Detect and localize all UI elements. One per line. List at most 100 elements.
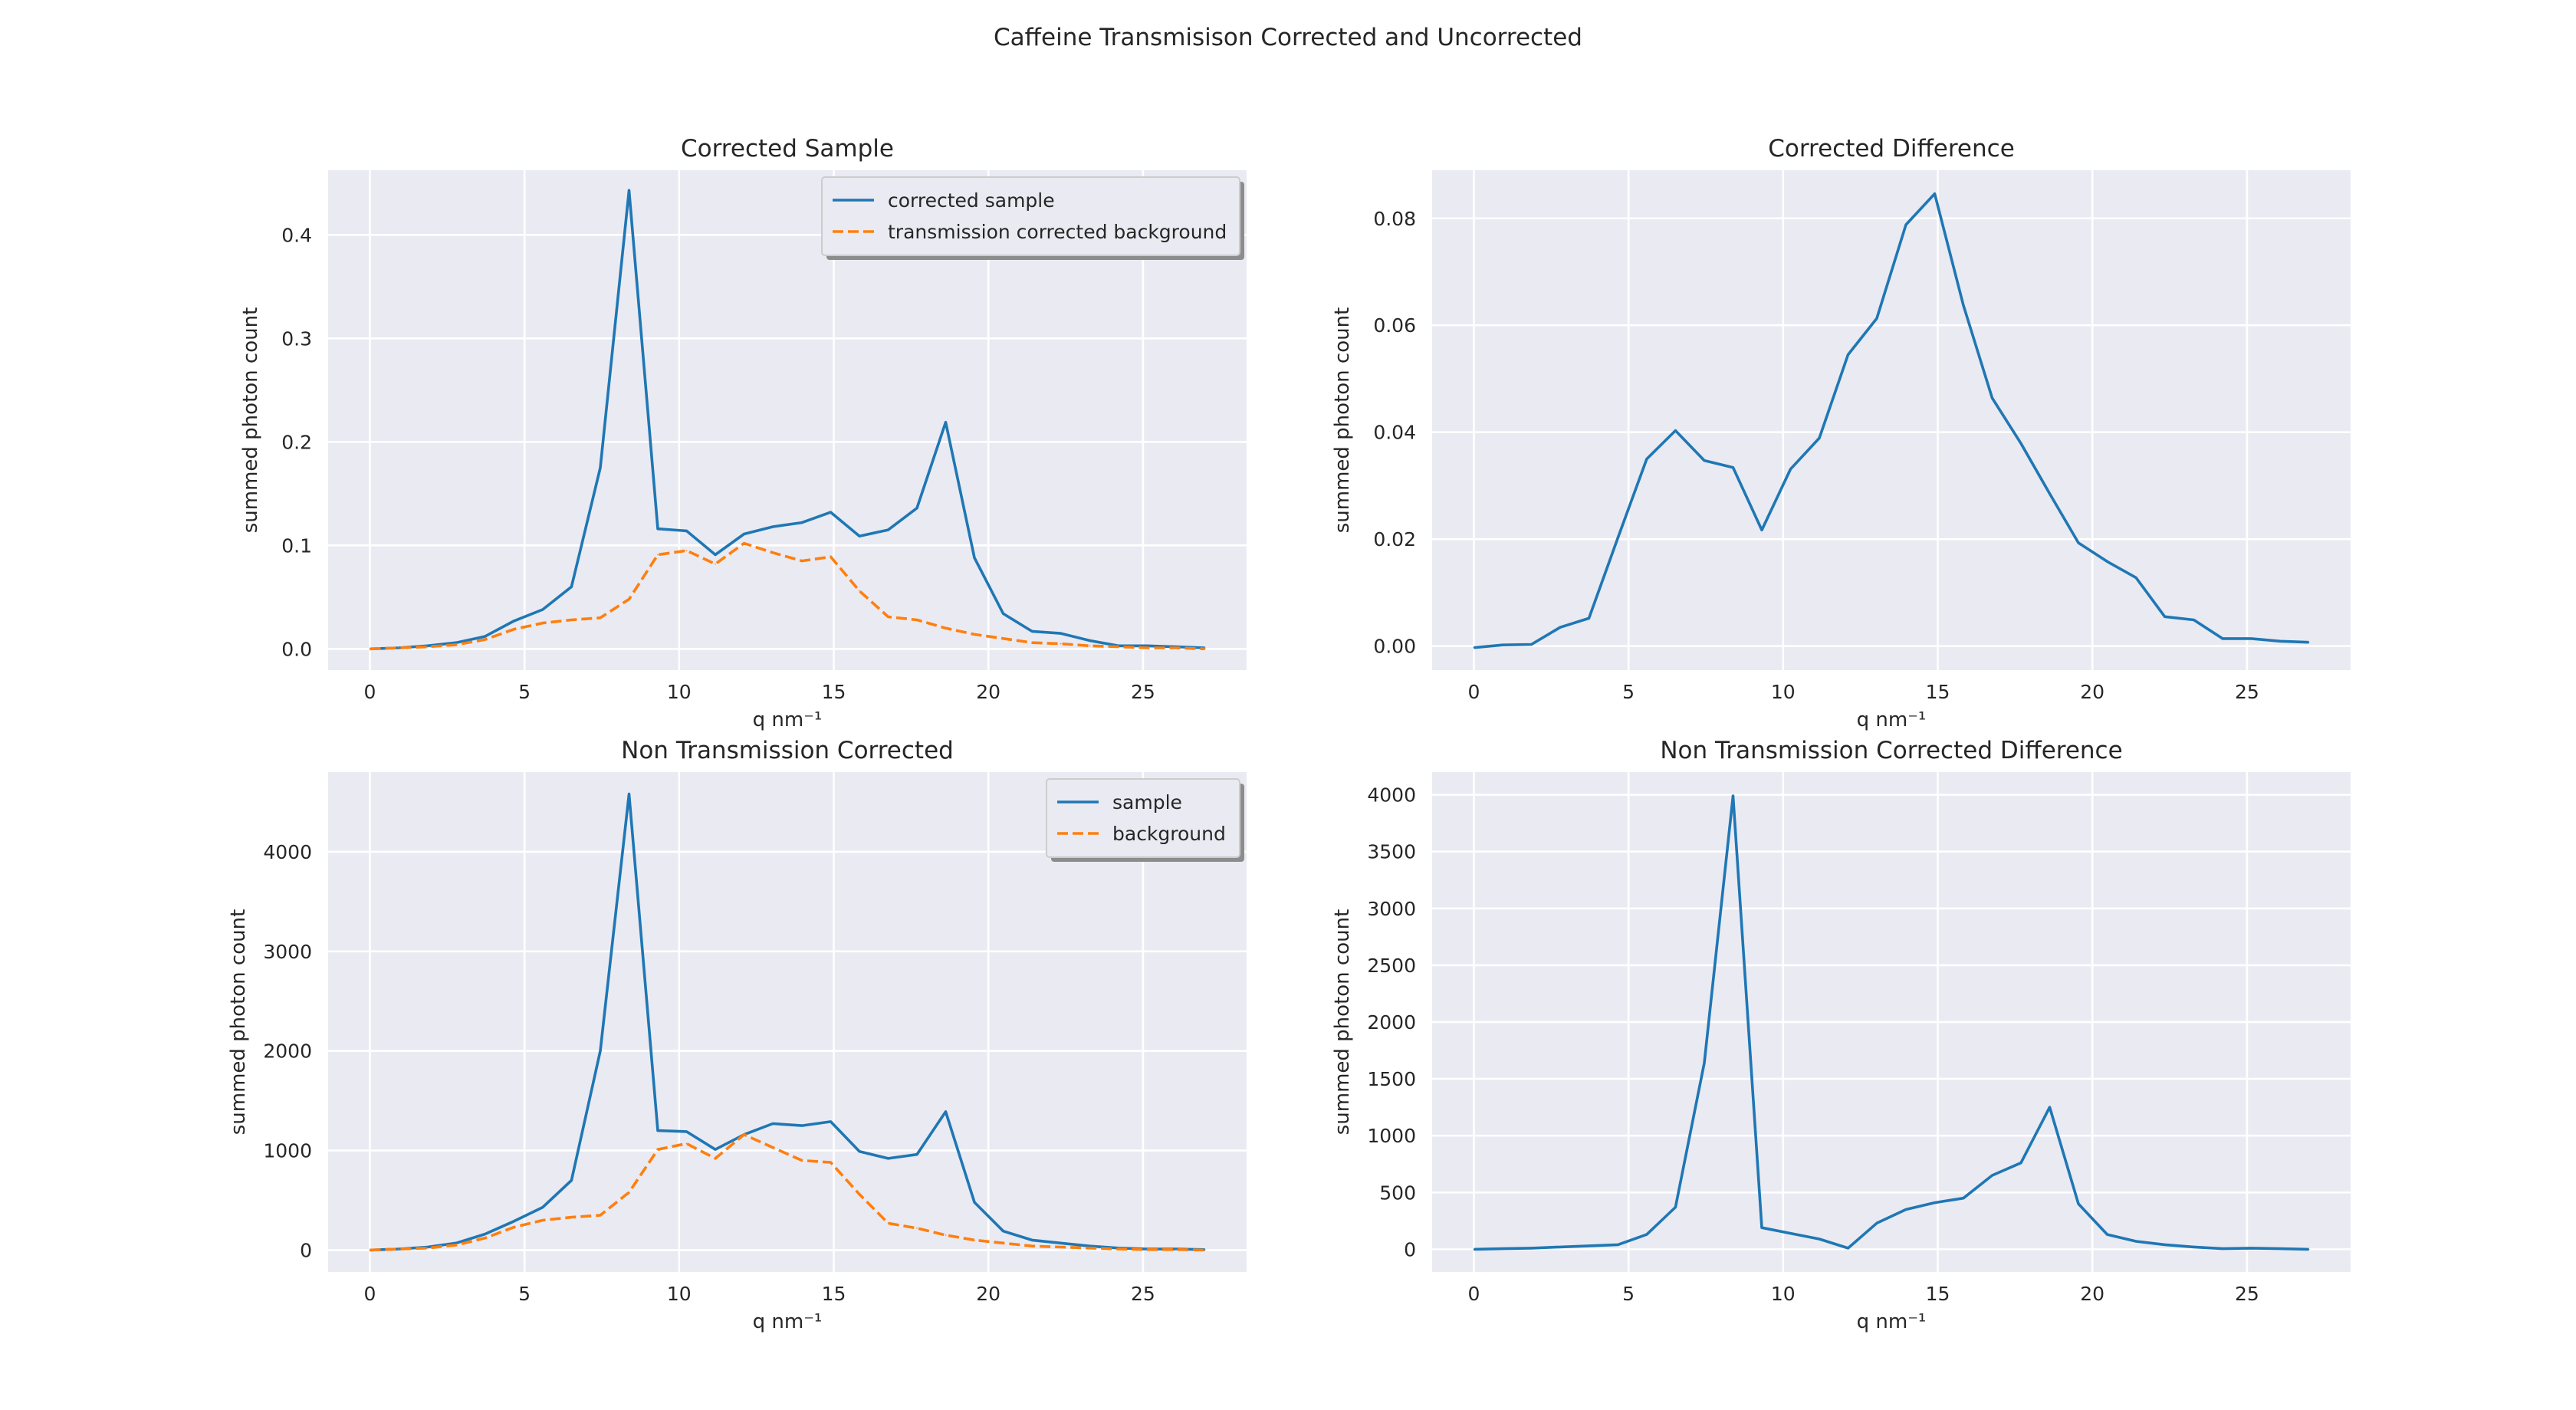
data-point	[628, 793, 630, 795]
data-point	[1588, 617, 1590, 620]
y-tick-label: 0.02	[1373, 528, 1416, 551]
data-point	[801, 560, 803, 562]
data-point	[945, 421, 947, 423]
y-tick-label: 500	[1379, 1182, 1416, 1204]
x-tick-label: 5	[518, 1283, 531, 1305]
data-point	[628, 598, 630, 600]
x-tick-label: 10	[1771, 1283, 1796, 1305]
data-point	[2078, 1203, 2079, 1205]
x-tick-label: 15	[822, 681, 846, 703]
data-point	[1002, 613, 1004, 615]
x-axis-label: q nm⁻¹	[753, 708, 823, 731]
x-tick-label: 0	[364, 1283, 376, 1305]
data-point	[945, 1234, 947, 1236]
subplot-title: Corrected Difference	[1768, 135, 2015, 163]
data-point	[1146, 647, 1148, 649]
data-point	[685, 1142, 688, 1145]
x-tick-label: 10	[667, 681, 692, 703]
data-point	[570, 1216, 573, 1218]
legend: corrected sample transmission corrected b…	[821, 176, 1244, 260]
x-tick-label: 15	[1926, 1283, 1950, 1305]
data-point	[484, 1237, 486, 1239]
data-point	[513, 1220, 515, 1222]
data-point	[887, 529, 889, 531]
data-point	[1674, 429, 1677, 432]
legend-label: transmission corrected background	[888, 221, 1227, 243]
data-point	[600, 467, 601, 468]
y-axis-label: summed photon count	[239, 307, 262, 534]
data-point	[369, 1249, 371, 1251]
x-tick-label: 5	[518, 681, 531, 703]
data-point	[628, 1191, 630, 1193]
data-point	[830, 511, 832, 513]
data-point	[1559, 1246, 1561, 1248]
series-line-sample	[370, 792, 1205, 1252]
data-point	[369, 648, 371, 650]
data-point	[426, 1247, 429, 1249]
data-point	[1175, 1248, 1177, 1251]
data-point	[398, 647, 399, 649]
x-tick-label: 0	[1468, 1283, 1480, 1305]
y-axis-label: summed photon count	[227, 909, 250, 1136]
data-point	[743, 542, 745, 544]
legend-box	[821, 176, 1240, 256]
data-point	[1617, 1244, 1619, 1246]
legend-label: corrected sample	[888, 189, 1055, 212]
data-point	[455, 1242, 457, 1244]
data-point	[1530, 1247, 1533, 1249]
y-tick-label: 2500	[1367, 955, 1416, 977]
series-line-transmission-corrected-background	[370, 541, 1205, 651]
data-point	[1146, 1248, 1148, 1251]
data-point	[1031, 630, 1033, 633]
data-point	[1646, 458, 1648, 460]
y-tick-label: 3500	[1367, 841, 1416, 863]
data-point	[1905, 1208, 1907, 1211]
data-point	[2135, 577, 2137, 579]
data-point	[484, 639, 486, 640]
data-point	[1175, 647, 1177, 649]
data-point	[1905, 224, 1907, 225]
data-point	[542, 1206, 544, 1208]
data-point	[426, 1246, 429, 1248]
data-point	[1588, 1245, 1590, 1247]
data-point	[1789, 468, 1792, 470]
data-point	[974, 557, 975, 559]
data-point	[1704, 459, 1705, 462]
series-line-corrected-sample	[370, 189, 1205, 651]
y-axis-label: summed photon count	[1331, 909, 1354, 1136]
legend-box	[1046, 778, 1240, 858]
data-point	[1473, 646, 1475, 649]
data-point	[628, 189, 630, 192]
data-point	[685, 530, 688, 532]
data-point	[455, 644, 457, 646]
data-point	[1934, 1201, 1936, 1204]
data-point	[513, 1226, 515, 1228]
data-point	[859, 535, 860, 537]
data-point	[1847, 1247, 1849, 1249]
data-point	[1617, 537, 1619, 538]
data-point	[1031, 642, 1033, 644]
data-point	[2049, 493, 2051, 495]
data-point	[657, 1129, 659, 1132]
legend-label: background	[1112, 823, 1226, 845]
data-point	[1146, 645, 1148, 647]
plot-area	[1432, 170, 2351, 670]
data-point	[1089, 639, 1091, 642]
subplot-grid: 0 5 10 15 20 25 0.0 0.1 0.2 0.3 0.4 Corrected Sampl…	[227, 135, 2351, 1333]
y-tick-label: 4000	[263, 841, 312, 863]
subplot-1: 0 5 10 15 20 25 0.0 0.1 0.2 0.3 0.4 Corrected Sampl…	[239, 135, 1247, 731]
data-point	[1204, 1249, 1206, 1251]
data-point	[2279, 1247, 2281, 1250]
y-tick-label: 0.2	[281, 431, 312, 453]
data-point	[1847, 353, 1849, 356]
data-point	[1761, 1227, 1763, 1229]
data-point	[657, 1149, 659, 1151]
data-point	[542, 622, 544, 624]
data-point	[484, 636, 486, 637]
data-point	[916, 507, 918, 509]
x-axis-label: q nm⁻¹	[1857, 1310, 1927, 1333]
data-point	[1559, 626, 1561, 629]
data-point	[1031, 1245, 1033, 1247]
data-point	[570, 1179, 573, 1182]
